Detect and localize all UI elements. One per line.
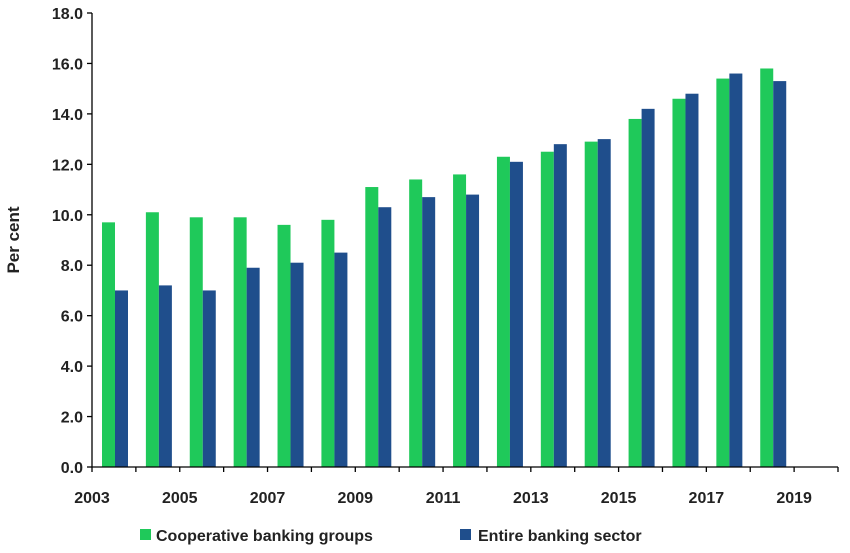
x-axis-ticks: 2003 2005 2007 2009 2011 2013 2015 2017 2019 [74,490,812,507]
x-tick-label: 2011 [426,490,461,507]
y-tick-label: 4.0 [61,359,83,376]
bar-cooperative-2018 [760,68,774,467]
bar-entire-2015 [641,108,655,467]
bar-entire-2009 [378,207,392,467]
x-tick-label: 2009 [337,490,373,507]
legend: Cooperative banking groups Entire banking… [140,528,642,545]
bar-cooperative-2005 [189,217,203,467]
x-tick-label: 2015 [601,490,637,507]
y-tick-label: 12.0 [52,157,83,174]
y-tick-label: 14.0 [52,107,83,124]
legend-label-cooperative: Cooperative banking groups [156,528,373,545]
bar-entire-2012 [509,161,523,468]
y-tick-label: 18.0 [52,6,83,23]
bar-entire-2018 [773,81,787,467]
bar-cooperative-2015 [628,118,642,467]
bar-entire-2014 [597,139,611,467]
bar-entire-2008 [334,252,348,467]
axes-group [87,12,839,472]
y-tick-label: 8.0 [61,258,83,275]
y-tick-label: 2.0 [61,410,83,427]
bar-cooperative-2006 [233,217,247,467]
bar-entire-2006 [246,267,260,467]
bar-entire-2013 [553,144,567,467]
bar-cooperative-2003 [102,222,115,467]
bar-cooperative-2004 [145,212,159,467]
bar-cooperative-2016 [672,98,686,467]
bar-cooperative-2017 [716,78,730,468]
x-tick-label: 2007 [250,490,286,507]
bar-entire-2003 [115,290,128,467]
bar-entire-2011 [466,194,480,467]
bar-entire-2016 [685,93,699,467]
bar-entire-2017 [729,73,743,468]
x-tick-label: 2013 [513,490,549,507]
bar-entire-2004 [158,285,172,467]
bar-cooperative-2011 [453,174,467,467]
y-tick-label: 6.0 [61,309,83,326]
y-tick-label: 16.0 [52,56,83,73]
bar-cooperative-2014 [584,141,598,467]
bar-cooperative-2012 [496,156,510,467]
bar-cooperative-2008 [321,219,335,467]
y-tick-label: 10.0 [52,208,83,225]
y-tick-label: 0.0 [61,460,83,477]
bar-entire-2005 [202,290,216,467]
y-axis-title: Per cent [4,206,23,273]
bar-cooperative-2007 [277,224,291,467]
bar-cooperative-2010 [409,179,423,467]
bar-cooperative-2013 [540,151,554,467]
bars-group [102,68,787,468]
x-tick-label: 2005 [162,490,198,507]
legend-swatch-cooperative [140,529,151,540]
x-tick-label: 2019 [776,490,812,507]
y-axis-title-group: Per cent [4,206,23,273]
bar-entire-2007 [290,262,304,467]
legend-swatch-entire [460,529,471,540]
x-tick-label: 2017 [689,490,725,507]
x-tick-label: 2003 [74,490,110,507]
legend-label-entire: Entire banking sector [478,528,642,545]
bar-entire-2010 [422,197,436,467]
y-axis-ticks: 0.0 2.0 4.0 6.0 8.0 10.0 12.0 14.0 16.0 18.0 [52,6,83,477]
bar-cooperative-2009 [365,187,379,468]
